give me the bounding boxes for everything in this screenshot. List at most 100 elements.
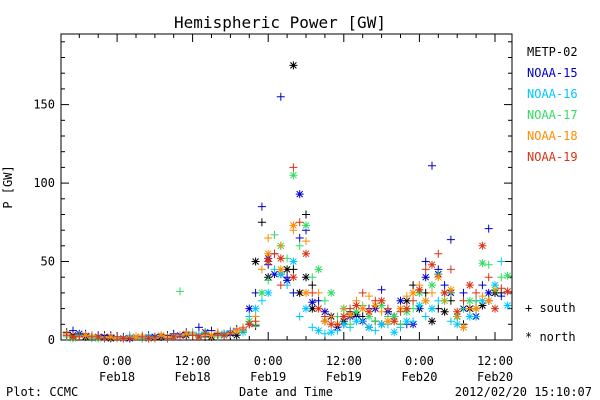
data-point-north [503,271,512,280]
data-point-north [377,320,386,329]
data-point-north [478,301,487,310]
data-point-north [365,323,373,332]
x-tick-date-label: Feb18 [99,370,135,384]
legend-entry: NOAA-18 [527,129,578,143]
data-point-south [421,265,430,274]
data-point-north [390,328,399,337]
data-point-south [358,288,367,297]
data-point-north [465,312,474,321]
data-point-north [94,332,103,341]
data-point-north [81,331,90,340]
data-point-south [239,325,247,333]
data-point-south [100,334,109,343]
data-point-north [232,331,241,340]
legend-entry: METP-02 [527,45,578,59]
data-point-south [257,218,266,227]
data-point-north [302,288,310,297]
data-point-south [176,287,184,296]
data-point-south [409,296,418,305]
data-point-north [302,249,310,258]
data-point-north [69,332,77,341]
data-point-south [194,323,203,332]
data-point-north [276,270,285,279]
data-point-north [484,288,493,297]
data-point-north [365,307,373,316]
data-point-north [283,265,292,274]
data-point-north [295,288,304,297]
data-point-north [453,320,462,329]
data-point-south [289,288,298,297]
data-point-south [459,288,468,297]
data-point-south [428,161,436,170]
data-point-south [377,307,386,316]
data-point-south [446,317,455,326]
data-point-north [428,281,436,290]
data-point-south [138,332,147,341]
x-axis-label: Date and Time [239,385,333,399]
data-point-north [377,296,386,305]
data-point-north [465,296,474,305]
data-point-south [276,92,285,101]
x-tick-time-label: 0:00 [103,354,132,368]
y-axis-ticks: 0 50 100 150 [33,41,512,347]
data-point-south [421,312,430,321]
data-point-south [150,332,159,341]
data-point-north [453,307,462,316]
data-point-south [346,304,355,313]
data-point-north [472,304,481,313]
data-point-south [491,285,499,294]
data-point-north [327,328,336,337]
data-point-south [402,292,411,301]
data-point-north [308,304,317,313]
data-point-north [478,241,487,250]
data-point-north [365,312,373,321]
marker-legend: + south * north [525,301,576,344]
data-point-south [295,312,304,321]
data-point-north [339,320,348,329]
data-point-south [497,292,506,301]
data-point-north [503,287,512,296]
data-point-north [119,334,128,343]
data-point-north [440,307,449,316]
x-tick-time-label: 12:00 [175,354,211,368]
data-point-south [188,331,197,340]
data-point-south [308,323,317,332]
data-point-south [383,304,392,313]
data-point-south [446,265,455,274]
data-point-south [320,329,329,338]
data-point-north [377,301,386,310]
data-point-north [327,288,336,297]
data-point-south [251,317,260,326]
data-point-north [446,285,455,294]
y-tick-label: 150 [33,98,55,112]
data-point-south [302,210,310,219]
data-points [62,61,512,343]
data-point-south [396,307,405,316]
data-point-north [421,296,430,305]
data-point-south [484,260,493,269]
data-point-south [365,292,373,301]
data-point-south [226,328,235,337]
data-point-north [245,304,254,313]
data-point-south [276,281,285,290]
data-point-north [289,273,298,282]
data-point-north [459,323,468,332]
data-point-south [320,312,329,321]
data-point-north [465,281,474,290]
data-point-north [220,331,229,340]
data-point-south [295,218,304,227]
data-point-south [308,273,317,282]
data-point-south [484,224,493,233]
data-point-south [270,249,279,258]
data-point-south [302,237,310,246]
data-point-north [302,221,310,230]
x-tick-date-label: Feb19 [326,370,362,384]
data-point-south [308,288,317,297]
data-point-south [308,281,317,290]
data-point-north [352,317,361,326]
data-point-south [478,281,487,290]
data-point-north [182,329,191,338]
x-tick-date-label: Feb19 [250,370,286,384]
data-point-north [358,304,367,313]
data-point-north [390,312,399,321]
